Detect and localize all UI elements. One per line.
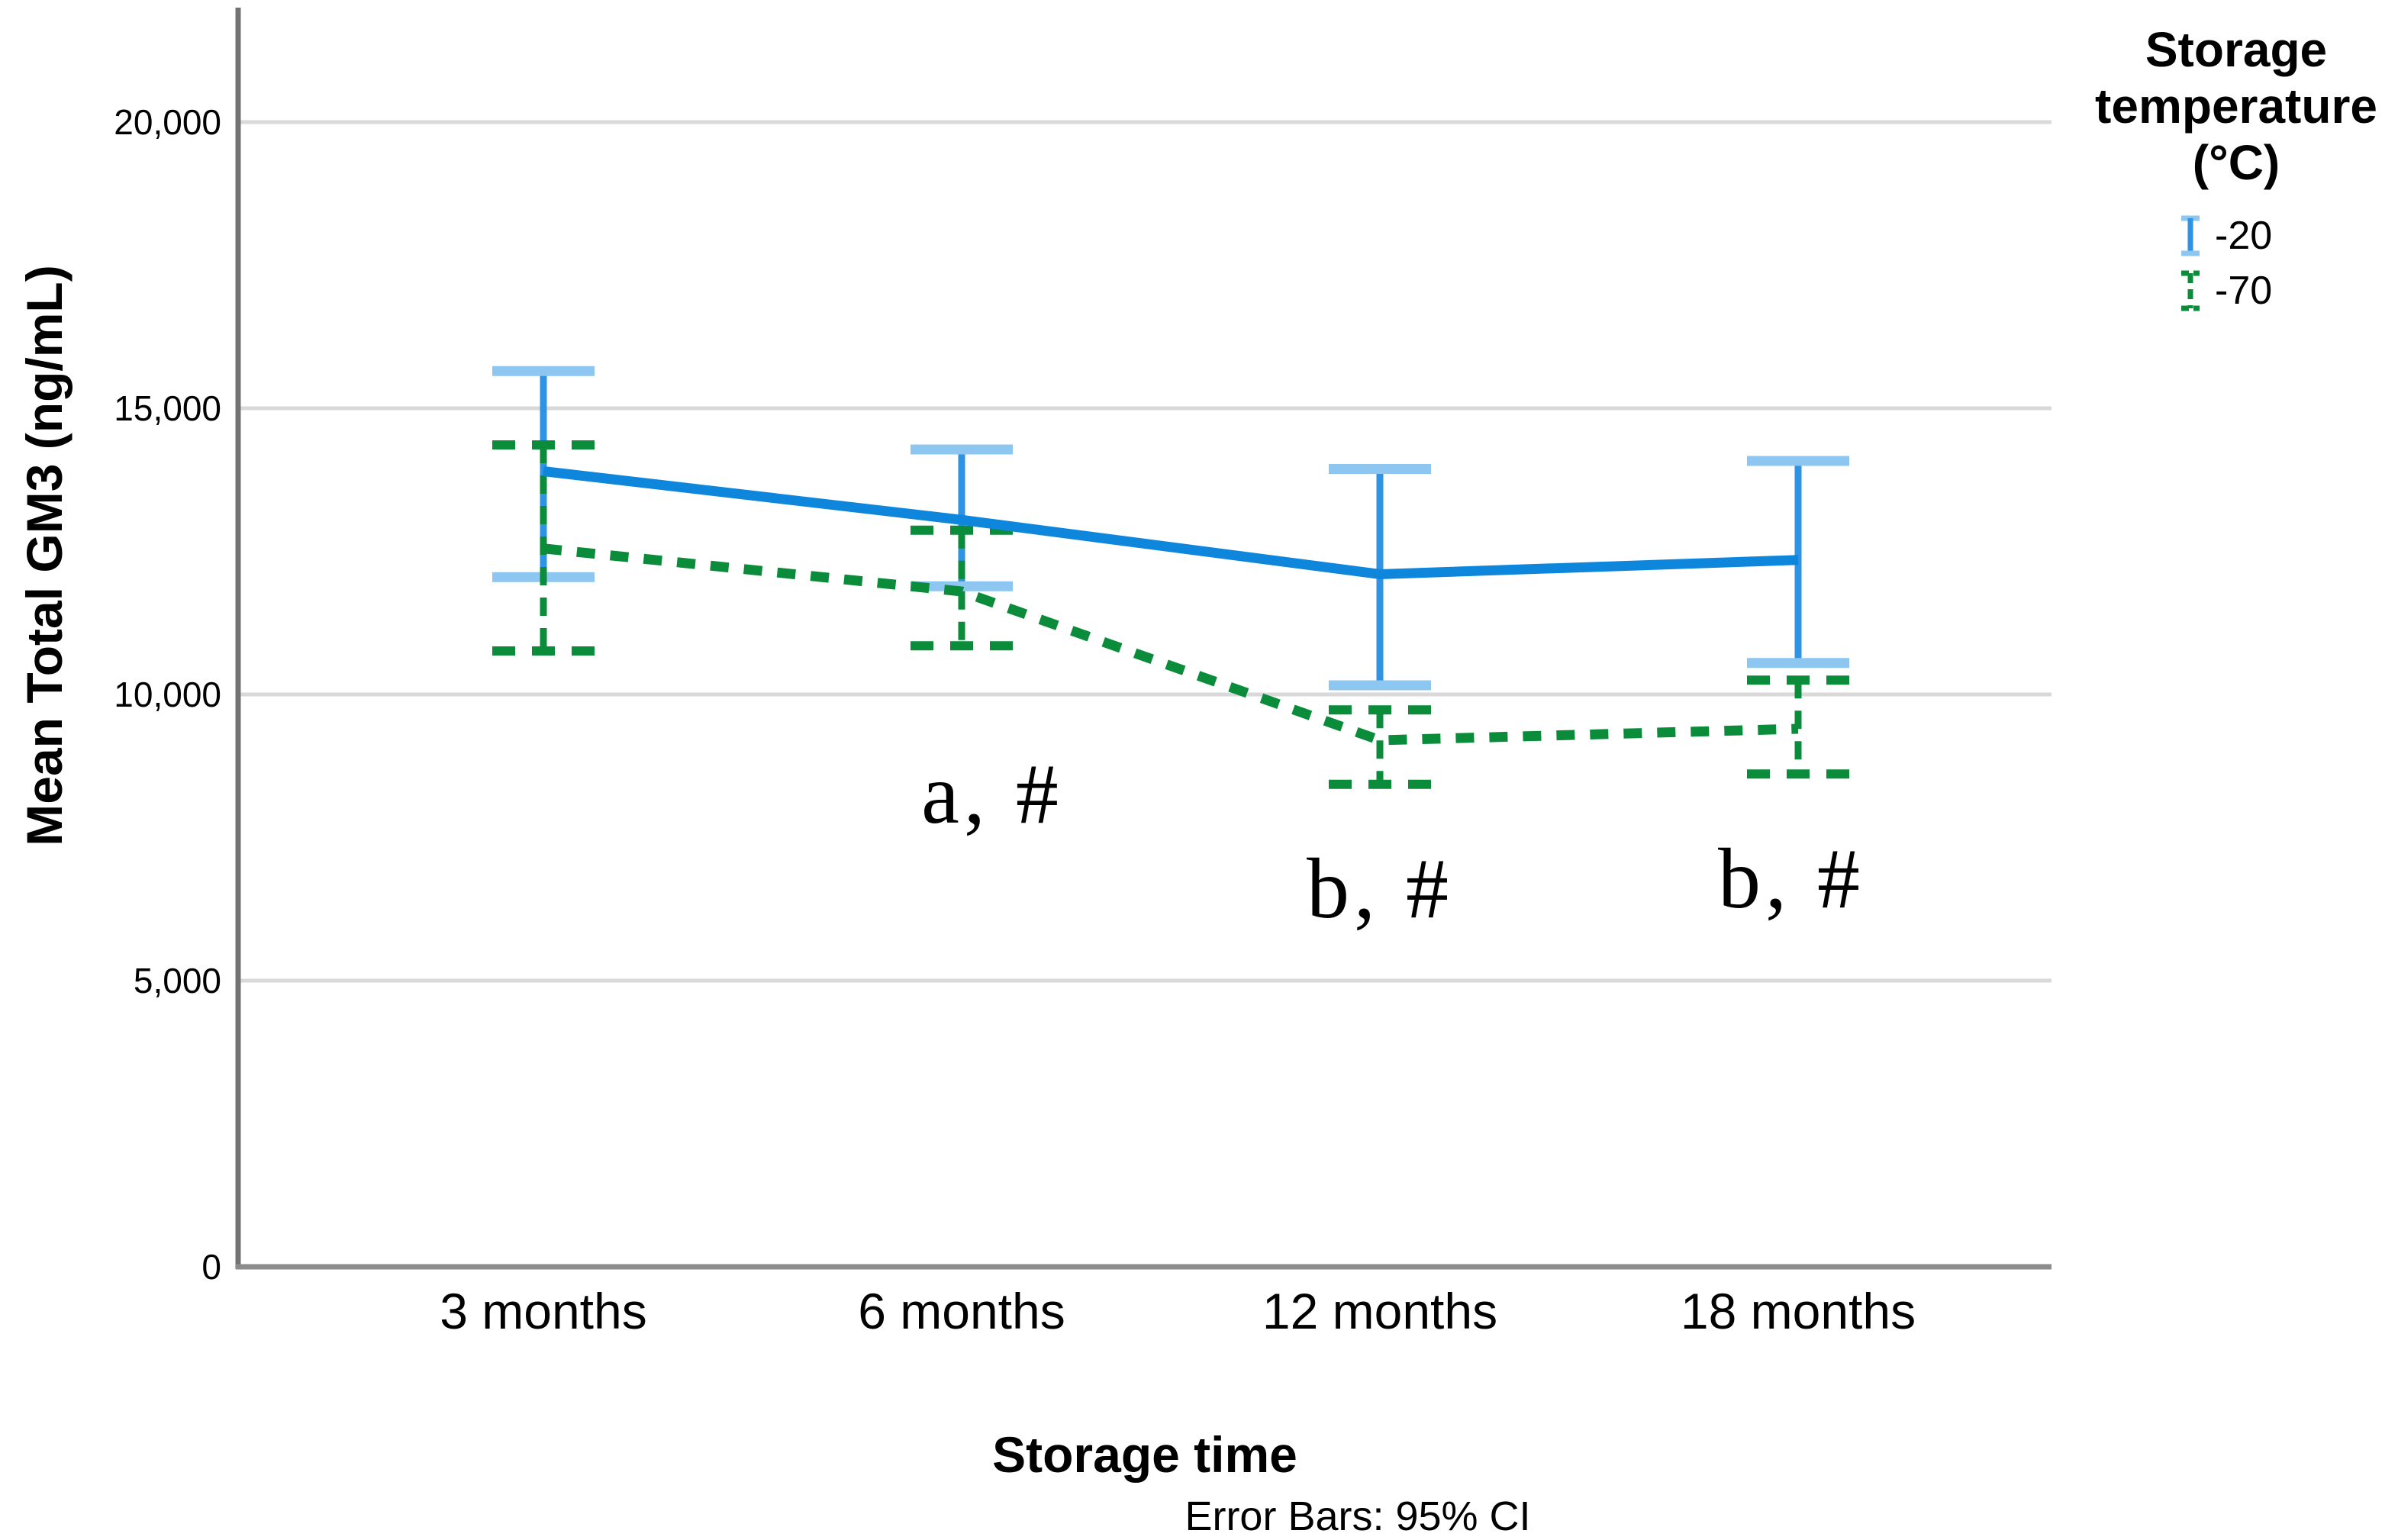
y-axis-title: Mean Total GM3 (ng/mL)	[16, 265, 73, 846]
legend-item-minus-70: -70	[2180, 269, 2272, 313]
legend-title-line-3: (°C)	[2192, 135, 2280, 190]
legend-item-minus-20: -20	[2180, 214, 2272, 258]
error-bar-swatch-blue-icon	[2181, 215, 2200, 256]
y-tick-label-5000: 5,000	[133, 961, 221, 1000]
legend-title: Storage temperature (°C)	[2061, 21, 2398, 191]
x-category-label-12-months: 12 months	[1262, 1283, 1498, 1339]
legend-title-line-2: temperature	[2095, 79, 2377, 134]
x-category-label-6-months: 6 months	[858, 1283, 1065, 1339]
legend-title-line-1: Storage	[2145, 22, 2328, 77]
y-tick-label-0: 0	[201, 1247, 221, 1287]
annotation-b-hash-12mo: b, #	[1307, 842, 1453, 936]
error-bars-caption: Error Bars: 95% CI	[1184, 1493, 1531, 1539]
legend-label-minus-20: -20	[2215, 214, 2273, 258]
annotation-a-hash: a, #	[921, 747, 1063, 842]
y-tick-label-20000: 20,000	[114, 102, 221, 142]
y-tick-label-15000: 15,000	[114, 388, 221, 428]
error-bar-swatch-green-icon	[2181, 270, 2200, 311]
annotation-b-hash-18mo: b, #	[1718, 832, 1865, 927]
y-tick-label-10000: 10,000	[114, 675, 221, 714]
legend: Storage temperature (°C) -20 -70	[2061, 0, 2398, 343]
x-category-label-3-months: 3 months	[440, 1283, 647, 1339]
legend-label-minus-70: -70	[2215, 269, 2273, 313]
x-axis-title: Storage time	[992, 1426, 1297, 1483]
x-category-label-18-months: 18 months	[1680, 1283, 1916, 1339]
